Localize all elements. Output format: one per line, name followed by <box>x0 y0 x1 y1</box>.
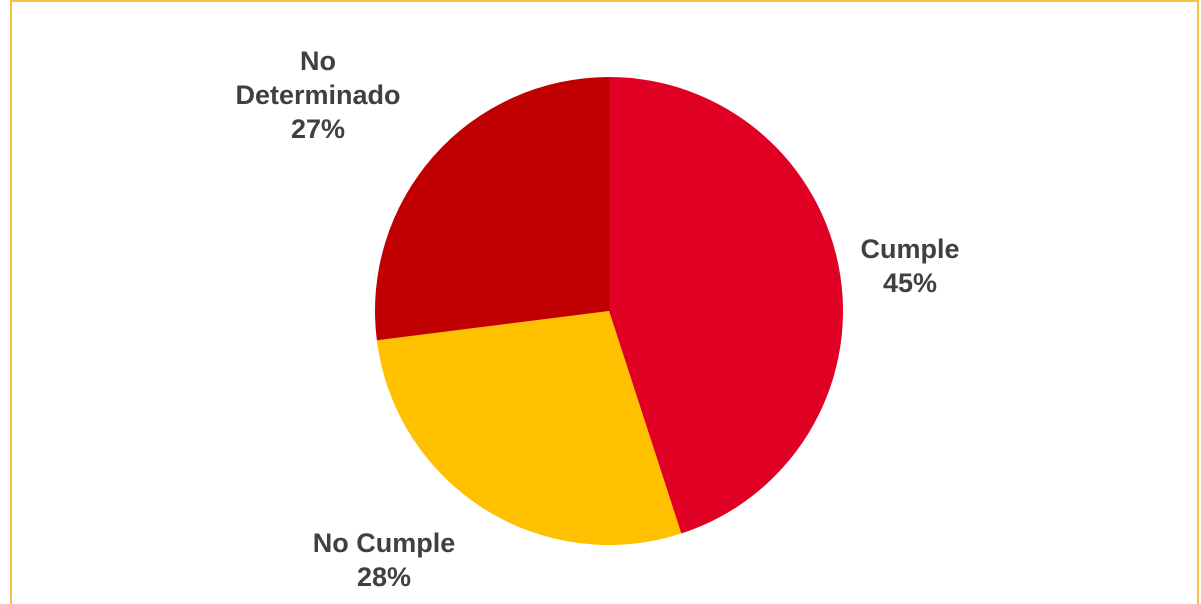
data-label-line: No <box>300 46 336 76</box>
data-label-no-cumple: No Cumple 28% <box>313 528 456 592</box>
pie-slice-cumple <box>609 77 844 534</box>
data-label-line: 28% <box>357 562 411 592</box>
pie-slice-no-cumple <box>376 311 682 546</box>
data-label-cumple: Cumple 45% <box>860 234 959 298</box>
data-label-line: Cumple <box>860 234 959 264</box>
data-label-no-determinado: No Determinado 27% <box>235 46 400 144</box>
chart-frame <box>10 0 1199 604</box>
data-label-line: 27% <box>291 114 345 144</box>
pie-slice-no-determinado <box>374 77 609 341</box>
data-label-line: No Cumple <box>313 528 456 558</box>
data-label-line: 45% <box>883 268 937 298</box>
data-label-line: Determinado <box>235 80 400 110</box>
